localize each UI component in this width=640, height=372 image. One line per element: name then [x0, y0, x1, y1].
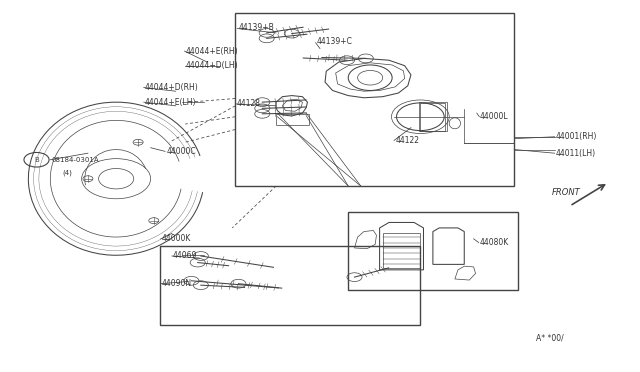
- Bar: [160, 246, 420, 324]
- Text: 44044+E(RH): 44044+E(RH): [185, 46, 238, 55]
- Bar: [236, 13, 515, 186]
- Text: 44000L: 44000L: [480, 112, 509, 121]
- Text: 44000K: 44000K: [162, 234, 191, 243]
- Bar: [348, 212, 518, 290]
- Text: 44001(RH): 44001(RH): [556, 132, 596, 141]
- Text: 44080K: 44080K: [480, 238, 509, 247]
- Text: 44128: 44128: [237, 99, 260, 109]
- Text: 44044+D(LH): 44044+D(LH): [185, 61, 238, 70]
- Bar: [419, 102, 447, 131]
- Text: FRONT: FRONT: [552, 188, 581, 197]
- Text: 44090N: 44090N: [162, 279, 192, 288]
- Text: 44139+C: 44139+C: [317, 38, 353, 46]
- Text: 44000C: 44000C: [166, 147, 196, 156]
- Text: B: B: [34, 157, 39, 163]
- Text: 44044+D(RH): 44044+D(RH): [145, 83, 198, 92]
- Bar: [383, 233, 420, 268]
- Text: 44069: 44069: [173, 251, 197, 260]
- Text: 44122: 44122: [396, 136, 419, 145]
- Bar: [420, 103, 445, 131]
- Text: 44011(LH): 44011(LH): [556, 149, 595, 158]
- Bar: [276, 114, 308, 125]
- Text: 44044+E(LH): 44044+E(LH): [145, 98, 196, 107]
- Text: A* *00/: A* *00/: [536, 334, 564, 343]
- Text: (4): (4): [63, 170, 73, 176]
- Text: 44139+B: 44139+B: [239, 23, 274, 32]
- Text: 08184-0301A: 08184-0301A: [52, 157, 99, 163]
